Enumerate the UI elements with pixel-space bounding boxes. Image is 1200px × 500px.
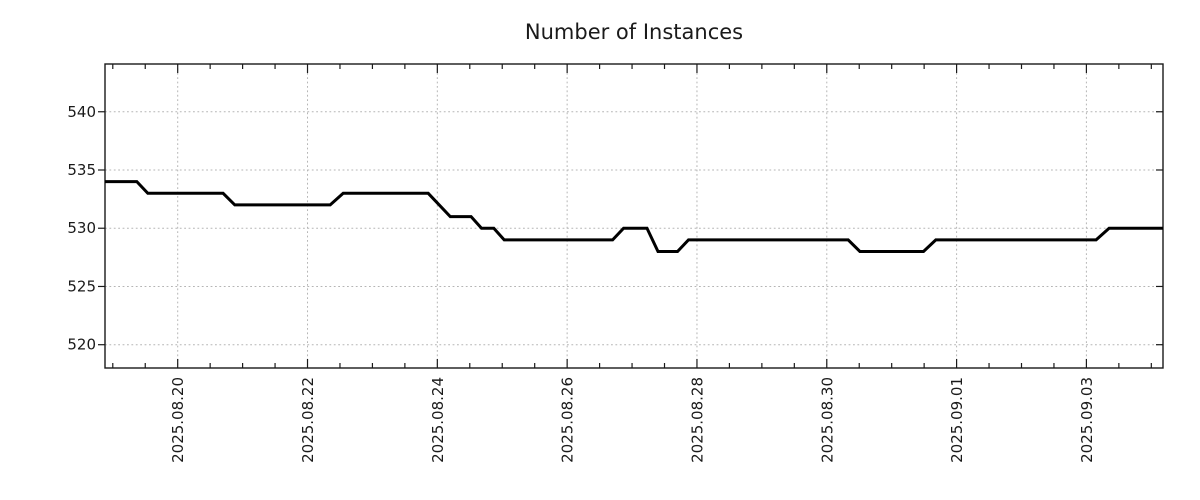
- x-tick-label: 2025.08.28: [688, 377, 706, 463]
- x-tick-label: 2025.08.30: [818, 377, 836, 463]
- y-tick-label: 520: [67, 336, 96, 354]
- chart-title: Number of Instances: [525, 20, 743, 44]
- plot-border: [104, 63, 1164, 369]
- gridlines: [105, 64, 1163, 368]
- y-tick-label: 530: [67, 219, 96, 237]
- x-tick-label: 2025.09.03: [1078, 377, 1096, 463]
- x-tick-label: 2025.08.22: [299, 377, 317, 463]
- x-tick-label: 2025.08.20: [169, 377, 187, 463]
- x-tick-label: 2025.08.26: [559, 377, 577, 463]
- axis-labels: 520 525 530 535 540 2025.08.20 2025.08.22 2025.…: [67, 103, 1096, 463]
- y-tick-label: 540: [67, 103, 96, 121]
- series-line: [105, 180, 1163, 253]
- x-tick-label: 2025.09.01: [948, 377, 966, 463]
- x-tick-label: 2025.08.24: [429, 377, 447, 463]
- y-tick-label: 525: [67, 277, 96, 295]
- axis-ticks: [98, 64, 1163, 368]
- y-tick-label: 535: [67, 161, 96, 179]
